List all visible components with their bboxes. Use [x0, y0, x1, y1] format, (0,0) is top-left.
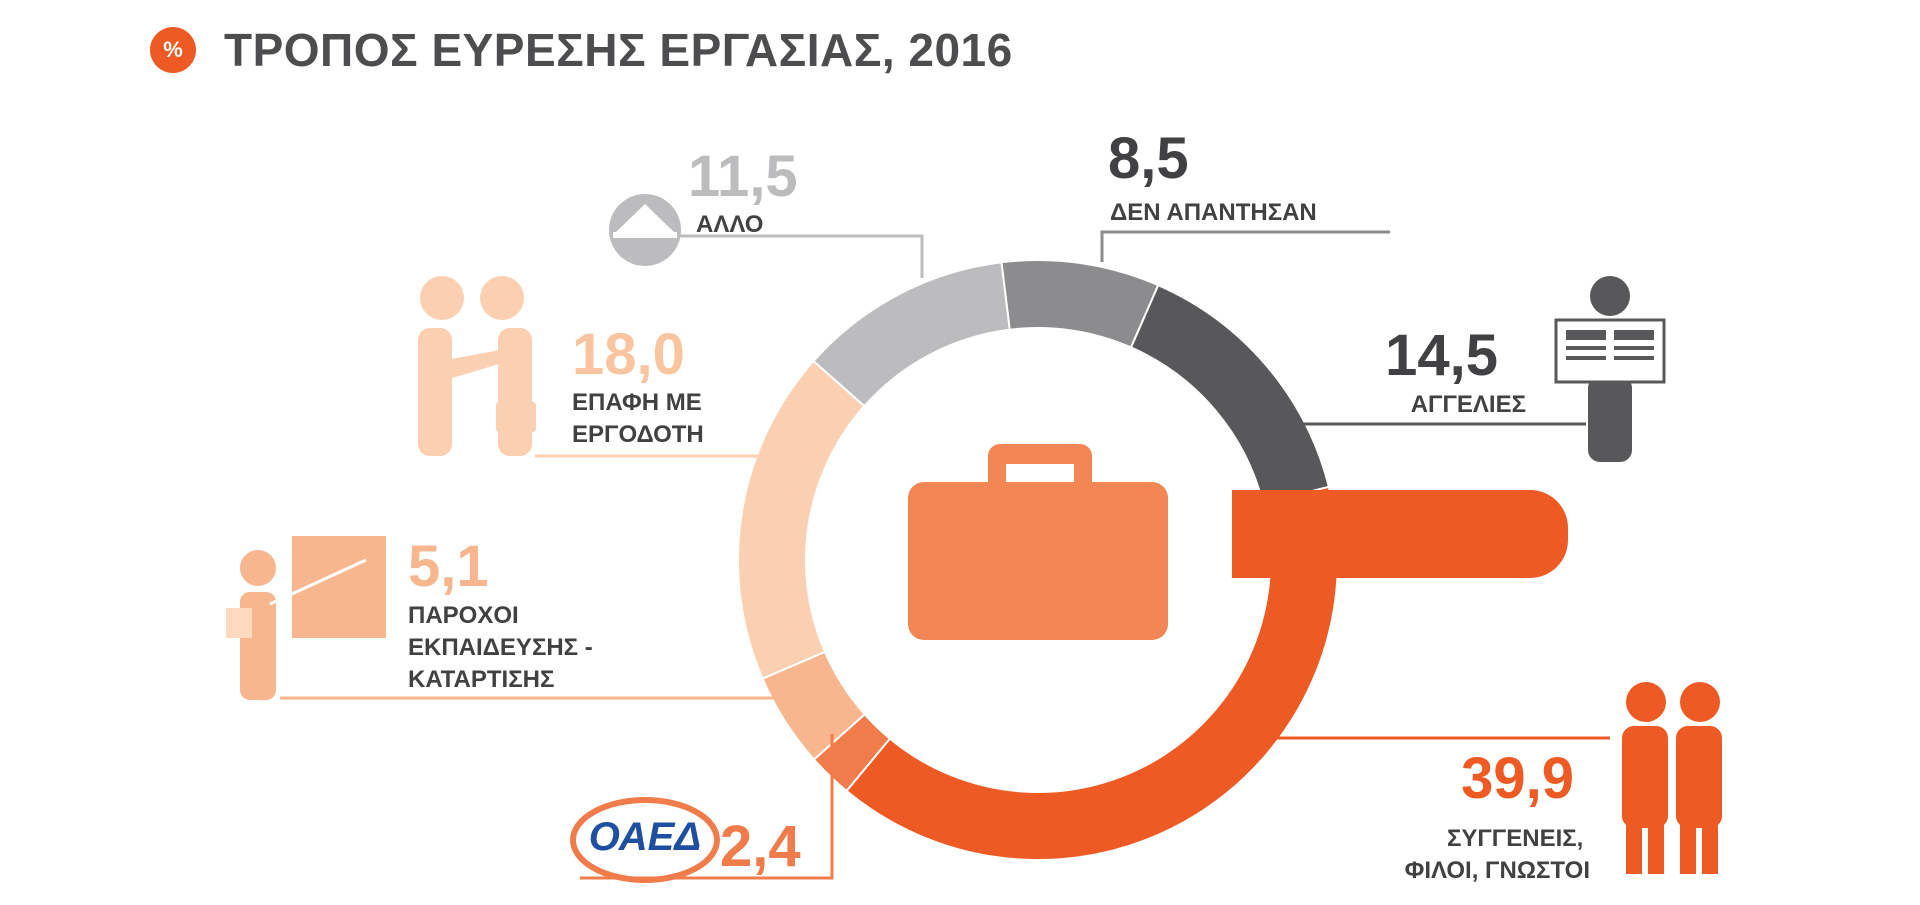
triangle-up-icon [609, 194, 681, 266]
other-slice [812, 261, 1011, 408]
no-answer-slice [1000, 259, 1160, 349]
ads-slice [1129, 283, 1331, 505]
chart-title: ΤΡΟΠΟΣ ΕΥΡΕΣΗΣ ΕΡΓΑΣΙΑΣ, 2016 [224, 24, 1013, 76]
newspaper-reader-icon [1554, 276, 1666, 462]
friends-value-label: 39,9 [1461, 746, 1574, 811]
training-category-label: ΠΑΡΟΧΟΙ ΕΚΠΑΙΔΕΥΣΗΣ - ΚΑΤΑΡΤΙΣΗΣ [408, 602, 599, 693]
other-category-label: ΑΛΛΟ [696, 211, 763, 238]
oaed-logo: ΟΑΕΔ [570, 797, 720, 883]
svg-text:ΟΑΕΔ: ΟΑΕΔ [589, 815, 701, 859]
chart-header: % ΤΡΟΠΟΣ ΕΥΡΕΣΗΣ ΕΡΓΑΣΙΑΣ, 2016 [150, 22, 1013, 78]
no-answer-category-label: ΔΕΝ ΑΠΑΝΤΗΣΑΝ [1110, 199, 1317, 226]
handshake-icon [418, 276, 536, 456]
no-answer-leader-line [1100, 230, 1390, 262]
percent-badge-icon: % [150, 27, 196, 73]
donut-slices [737, 259, 1339, 861]
ads-value-label: 14,5 [1385, 323, 1498, 388]
employer-category-label: ΕΠΑΦΗ ΜΕ ΕΡΓΟΔΟΤΗ [572, 389, 708, 448]
employer-slice [737, 359, 866, 681]
presenter-board-icon [226, 536, 386, 700]
friends-slice-tab [1232, 490, 1568, 578]
training-value-label: 5,1 [408, 534, 489, 599]
friends-category-label: ΣΥΓΓΕΝΕΙΣ, ΦΙΛΟΙ, ΓΝΩΣΤΟΙ [1405, 825, 1590, 884]
briefcase-icon [908, 444, 1168, 640]
other-value-label: 11,5 [688, 144, 798, 209]
ads-category-label: ΑΓΓΕΛΙΕΣ [1411, 391, 1526, 418]
oaed-value-label: 2,4 [720, 814, 801, 879]
no-answer-value-label: 8,5 [1108, 126, 1189, 191]
friends-people-icon [1622, 682, 1722, 874]
other-leader-line [680, 234, 924, 278]
employer-value-label: 18,0 [572, 322, 685, 387]
friends-slice [845, 485, 1339, 861]
